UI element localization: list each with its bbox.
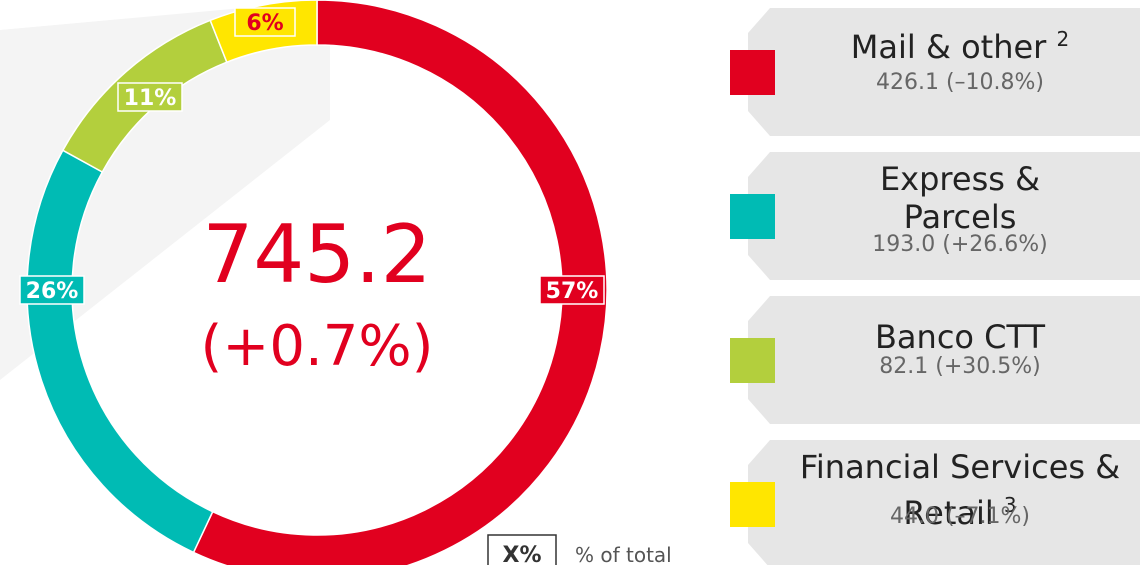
- legend-detail: 44.0 (–7.1%): [889, 504, 1031, 529]
- legend-label: Mail & other: [850, 28, 1047, 66]
- value-label-box: [19, 275, 85, 305]
- key-text: % of total: [575, 543, 672, 565]
- value-label: 6%: [246, 11, 283, 36]
- key-symbol: X%: [502, 543, 541, 565]
- legend-detail: 426.1 (–10.8%): [875, 70, 1045, 95]
- value-label-box: [117, 82, 183, 112]
- legend-label: Banco CTT: [874, 318, 1046, 356]
- value-label: 57%: [546, 279, 599, 304]
- legend-detail: 193.0 (+26.6%): [872, 232, 1048, 257]
- legend-name: Banco CTT: [810, 318, 1110, 356]
- donut-segment: [192, 0, 608, 565]
- legend-name: Financial Services & Retail 3: [795, 448, 1125, 532]
- legend-tab: [748, 152, 1140, 280]
- key-box: [487, 534, 557, 565]
- legend-tab: [748, 296, 1140, 424]
- legend-label: Financial Services & Retail: [799, 448, 1121, 532]
- legend-detail: 82.1 (+30.5%): [879, 354, 1041, 379]
- legend-swatch: [730, 482, 775, 527]
- footnote-mark: 2: [1056, 27, 1070, 51]
- legend-swatch: [730, 50, 775, 95]
- footnote-mark: 3: [1003, 493, 1017, 517]
- value-label-box: [539, 275, 605, 305]
- legend-label: Express & Parcels: [879, 160, 1041, 236]
- legend-swatch: [730, 338, 775, 383]
- legend-tab: [748, 8, 1140, 136]
- center-value: 745.2: [202, 208, 431, 301]
- center-change: (+0.7%): [201, 314, 434, 379]
- value-label-box: [234, 7, 296, 37]
- value-label: 26%: [26, 279, 79, 304]
- legend-name: Mail & other 2: [810, 20, 1110, 66]
- value-label: 11%: [124, 86, 177, 111]
- legend-tab: [748, 440, 1140, 565]
- legend-swatch: [730, 194, 775, 239]
- legend-name: Express & Parcels: [860, 160, 1060, 236]
